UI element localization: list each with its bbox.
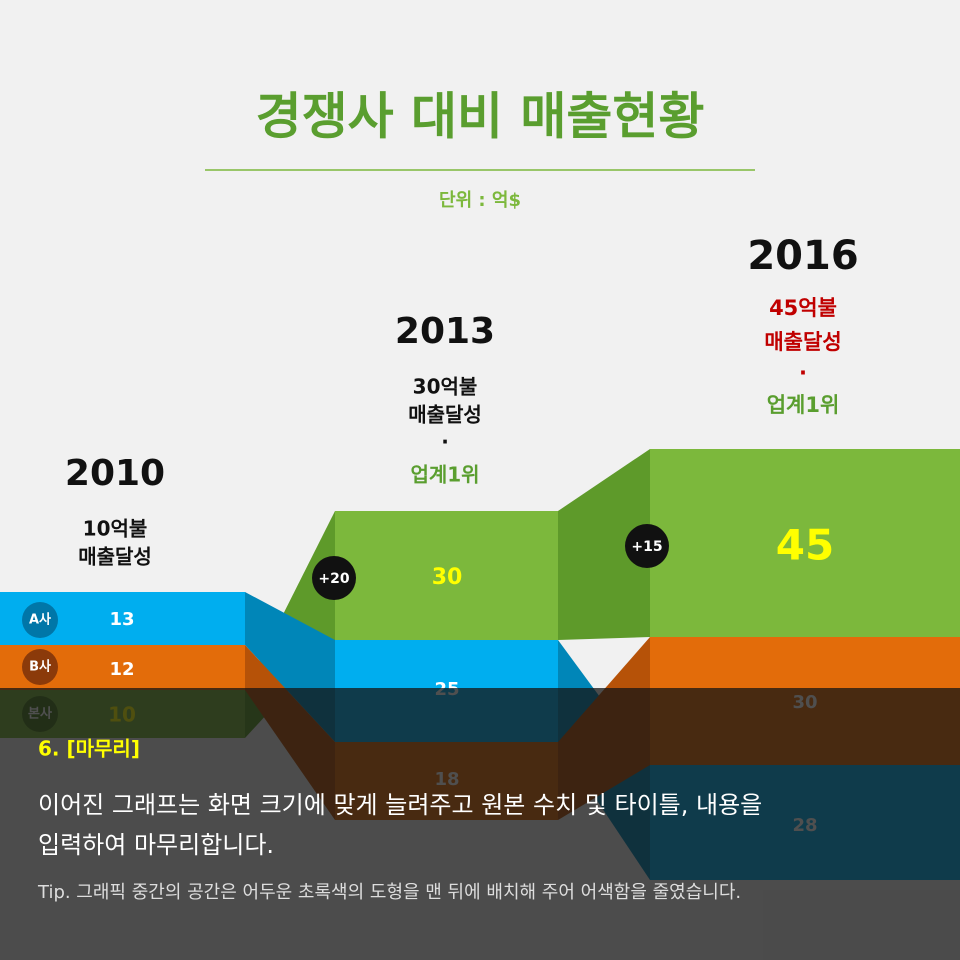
unit: 단위 : 억$ <box>439 190 521 211</box>
value: 12 <box>109 659 134 680</box>
title: 경쟁사 대비 매출현황 <box>256 88 705 146</box>
legend-label: B사 <box>29 659 51 675</box>
note: 매출달성 <box>78 545 152 569</box>
value: 30 <box>432 565 463 590</box>
badge <box>312 556 356 600</box>
value: 13 <box>109 609 134 630</box>
badge-label: +15 <box>631 539 662 555</box>
value: 45 <box>776 521 834 570</box>
connector <box>558 449 650 640</box>
note: 45억불 <box>769 296 837 320</box>
caption-step: 6. [마무리] <box>38 737 140 761</box>
year: 2010 <box>65 453 165 494</box>
note: 10억불 <box>83 517 148 541</box>
note: 업계1위 <box>410 463 479 487</box>
note: 매출달성 <box>764 330 841 354</box>
note: 매출달성 <box>408 403 482 427</box>
caption-line: 이어진 그래프는 화면 크기에 맞게 늘려주고 원본 수치 및 타이틀, 내용을 <box>38 791 762 819</box>
year: 2016 <box>747 233 858 279</box>
year: 2013 <box>395 311 495 352</box>
badge <box>625 524 669 568</box>
band <box>335 511 558 640</box>
note: 업계1위 <box>767 393 840 417</box>
caption-tip: Tip. 그래픽 중간의 공간은 어두운 초록색의 도형을 맨 뒤에 배치해 주… <box>37 882 741 903</box>
caption-line: 입력하여 마무리합니다. <box>38 831 274 859</box>
legend-dot <box>22 602 58 638</box>
note: · <box>441 430 449 454</box>
legend-label: A사 <box>29 612 51 628</box>
band <box>650 449 960 637</box>
note: · <box>799 361 807 385</box>
badge-label: +20 <box>318 571 349 587</box>
note: 30억불 <box>413 375 478 399</box>
caption-overlay <box>0 688 960 960</box>
legend-dot <box>22 649 58 685</box>
